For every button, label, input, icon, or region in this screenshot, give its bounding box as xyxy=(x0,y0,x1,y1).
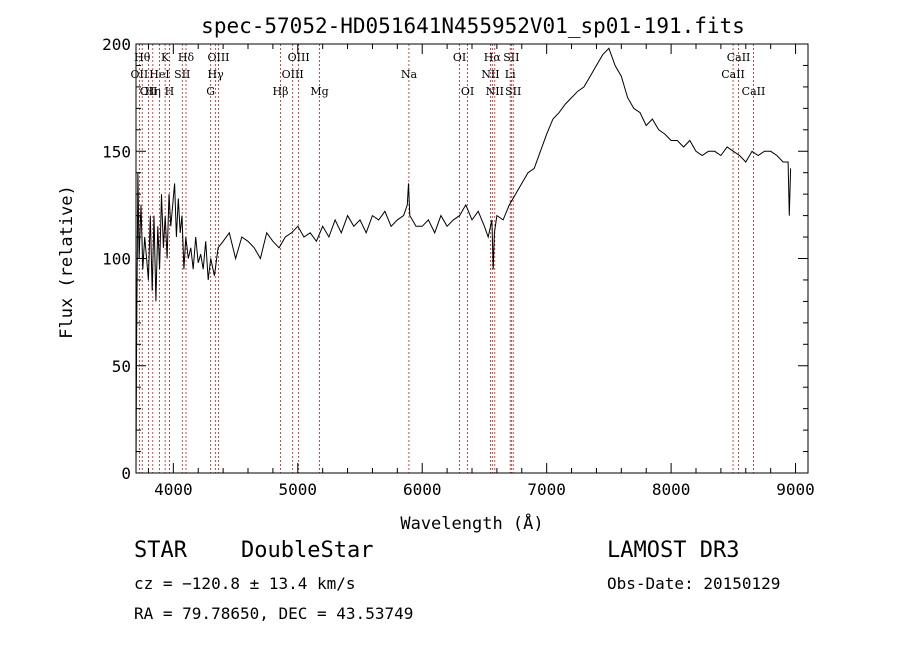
y-tick-label-0: 0 xyxy=(121,464,131,483)
redshift-velocity: cz = −120.8 ± 13.4 km/s xyxy=(134,574,356,593)
line-label-9: G xyxy=(206,85,215,98)
line-label-21: NII xyxy=(486,85,504,98)
line-label-0: Hθ xyxy=(134,51,151,64)
chart-title: spec-57052-HD051641N455952V01_sp01-191.f… xyxy=(201,14,745,38)
line-label-3: Hη xyxy=(145,85,161,98)
line-label-23: SII xyxy=(503,51,519,64)
line-label-10: Hγ xyxy=(208,68,225,81)
line-label-17: OI xyxy=(453,51,466,64)
object-class: STAR xyxy=(134,538,187,563)
line-label-26: CaII xyxy=(727,51,751,64)
line-label-5: K xyxy=(161,51,170,64)
survey-name: LAMOST DR3 xyxy=(607,538,740,563)
flux-series-line xyxy=(135,47,792,474)
line-label-18: OI xyxy=(461,85,474,98)
object-subclass: DoubleStar xyxy=(241,538,374,563)
x-tick-label-2: 6000 xyxy=(403,480,442,499)
line-label-4: HeI xyxy=(149,68,169,81)
line-label-1: OII xyxy=(131,68,149,81)
y-tick-label-3: 150 xyxy=(102,142,131,161)
line-label-13: OIII xyxy=(282,68,304,81)
line-label-19: NII xyxy=(481,68,499,81)
observation-date: Obs-Date: 20150129 xyxy=(607,574,781,593)
line-label-24: SII xyxy=(505,85,521,98)
y-axis-label: Flux (relative) xyxy=(57,185,77,339)
x-axis-label: Wavelength (Å) xyxy=(400,512,543,534)
x-tick-label-1: 5000 xyxy=(279,480,318,499)
line-label-14: OIII xyxy=(288,51,310,64)
line-label-27: CaII xyxy=(742,85,766,98)
y-tick-label-1: 50 xyxy=(112,357,131,376)
x-tick-label-4: 8000 xyxy=(652,480,691,499)
line-label-11: OIII xyxy=(207,51,229,64)
axis-ticks: 4000 5000 6000 7000 8000 9000 0 50 100 150 200 xyxy=(102,35,815,499)
line-label-7: SII xyxy=(174,68,190,81)
coordinates: RA = 79.78650, DEC = 43.53749 xyxy=(134,604,414,623)
line-label-6: H xyxy=(165,85,175,98)
line-label-12: Hβ xyxy=(273,85,289,98)
x-tick-label-3: 7000 xyxy=(527,480,566,499)
line-label-25: CaII xyxy=(721,68,745,81)
line-label-22: Li xyxy=(505,68,516,81)
y-tick-label-2: 100 xyxy=(102,250,131,269)
spectral-line-markers xyxy=(138,44,754,473)
y-tick-label-4: 200 xyxy=(102,35,131,54)
line-label-2: OII xyxy=(140,85,158,98)
line-label-8: Hδ xyxy=(178,51,195,64)
x-tick-label-5: 9000 xyxy=(776,480,815,499)
line-label-20: Hα xyxy=(484,51,502,64)
spectral-line-labels: HθOIIOIIHηHeIKHSIIHδGHγOIIIHβOIIIOIIIMgN… xyxy=(131,51,766,98)
line-label-16: Na xyxy=(401,68,418,81)
plot-frame xyxy=(135,43,809,474)
line-label-15: Mg xyxy=(310,85,328,98)
x-tick-label-0: 4000 xyxy=(154,480,193,499)
